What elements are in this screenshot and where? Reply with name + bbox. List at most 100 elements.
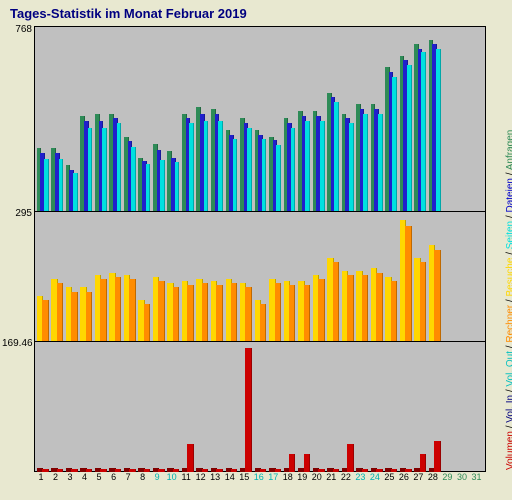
x-tick: 8	[136, 472, 150, 482]
x-tick: 10	[165, 472, 179, 482]
legend-text: Volumen / Vol. In / Vol. Out / Rechner /…	[505, 130, 512, 470]
bar-seiten	[421, 52, 426, 211]
bar-volumen	[347, 444, 353, 472]
bar-seiten	[44, 159, 49, 211]
x-tick: 3	[63, 472, 77, 482]
bar-seiten	[59, 159, 64, 211]
chart-container: Tages-Statistik im Monat Februar 2019 76…	[0, 0, 512, 500]
bar-rechner	[42, 300, 48, 342]
bar-rechner	[304, 285, 310, 342]
x-tick: 28	[426, 472, 440, 482]
bar-seiten	[233, 139, 238, 211]
bar-seiten	[146, 164, 151, 212]
bar-volumen	[420, 454, 426, 472]
x-tick: 12	[194, 472, 208, 482]
x-tick: 6	[107, 472, 121, 482]
bar-seiten	[407, 65, 412, 211]
x-tick: 31	[469, 472, 483, 482]
x-tick: 20	[310, 472, 324, 482]
bar-seiten	[392, 77, 397, 211]
bar-rechner	[376, 273, 382, 342]
legend: Volumen / Vol. In / Vol. Out / Rechner /…	[494, 26, 508, 470]
bar-volumen	[434, 441, 440, 472]
bar-seiten	[117, 123, 122, 211]
bar-rechner	[362, 275, 368, 342]
bar-rechner	[434, 250, 440, 342]
bar-volumen	[187, 444, 193, 472]
bar-rechner	[129, 279, 135, 342]
x-tick: 16	[252, 472, 266, 482]
bar-seiten	[305, 121, 310, 211]
x-tick: 22	[339, 472, 353, 482]
bar-rechner	[158, 281, 164, 342]
bar-volumen	[289, 454, 295, 472]
x-tick: 29	[440, 472, 454, 482]
bar-seiten	[349, 123, 354, 211]
x-tick: 9	[150, 472, 164, 482]
bar-seiten	[262, 139, 267, 211]
bar-rechner	[57, 283, 63, 342]
bar-rechner	[245, 287, 251, 342]
x-tick: 27	[411, 472, 425, 482]
bar-seiten	[436, 49, 441, 211]
bar-rechner	[347, 275, 353, 342]
x-tick: 26	[397, 472, 411, 482]
bar-seiten	[378, 114, 383, 211]
bar-seiten	[363, 114, 368, 211]
bar-seiten	[291, 128, 296, 211]
bar-seiten	[247, 128, 252, 211]
bar-seiten	[276, 145, 281, 211]
bar-volumen	[304, 454, 310, 472]
bar-rechner	[275, 283, 281, 342]
bar-seiten	[175, 162, 180, 211]
bar-rechner	[86, 292, 92, 342]
bar-seiten	[334, 102, 339, 211]
bar-rechner	[231, 283, 237, 342]
bar-rechner	[333, 262, 339, 342]
bar-seiten	[320, 121, 325, 211]
bar-seiten	[218, 121, 223, 211]
bar-volumen	[245, 348, 251, 472]
x-tick: 18	[281, 472, 295, 482]
bar-rechner	[420, 262, 426, 342]
bar-rechner	[216, 285, 222, 342]
ylabel-mid: 295	[2, 208, 32, 219]
x-tick: 23	[353, 472, 367, 482]
bar-seiten	[88, 128, 93, 211]
bar-rechner	[391, 281, 397, 342]
bar-seiten	[189, 123, 194, 211]
bar-rechner	[187, 285, 193, 342]
bar-seiten	[102, 128, 107, 211]
x-tick: 7	[121, 472, 135, 482]
bar-rechner	[405, 226, 411, 342]
ylabel-bot: 169.46	[2, 338, 32, 349]
bar-rechner	[100, 279, 106, 342]
x-tick: 25	[382, 472, 396, 482]
x-tick: 14	[223, 472, 237, 482]
chart-title: Tages-Statistik im Monat Februar 2019	[10, 6, 247, 21]
ylabel-top: 768	[2, 24, 32, 35]
x-tick: 2	[49, 472, 63, 482]
x-tick: 11	[179, 472, 193, 482]
x-tick: 30	[455, 472, 469, 482]
bar-seiten	[131, 147, 136, 211]
panel-volumen	[35, 341, 485, 472]
x-tick: 19	[295, 472, 309, 482]
x-tick: 13	[208, 472, 222, 482]
bar-rechner	[318, 279, 324, 342]
x-tick: 4	[78, 472, 92, 482]
x-tick: 1	[34, 472, 48, 482]
bar-rechner	[71, 292, 77, 342]
bar-rechner	[289, 285, 295, 342]
x-tick: 24	[368, 472, 382, 482]
plot-area	[34, 26, 486, 472]
bar-rechner	[173, 287, 179, 342]
panel-besuche-rechner	[35, 211, 485, 342]
bar-rechner	[144, 304, 150, 342]
bar-seiten	[204, 121, 209, 211]
bar-seiten	[73, 173, 78, 211]
bar-seiten	[160, 160, 165, 211]
x-tick: 15	[237, 472, 251, 482]
x-tick: 21	[324, 472, 338, 482]
bar-rechner	[260, 304, 266, 342]
